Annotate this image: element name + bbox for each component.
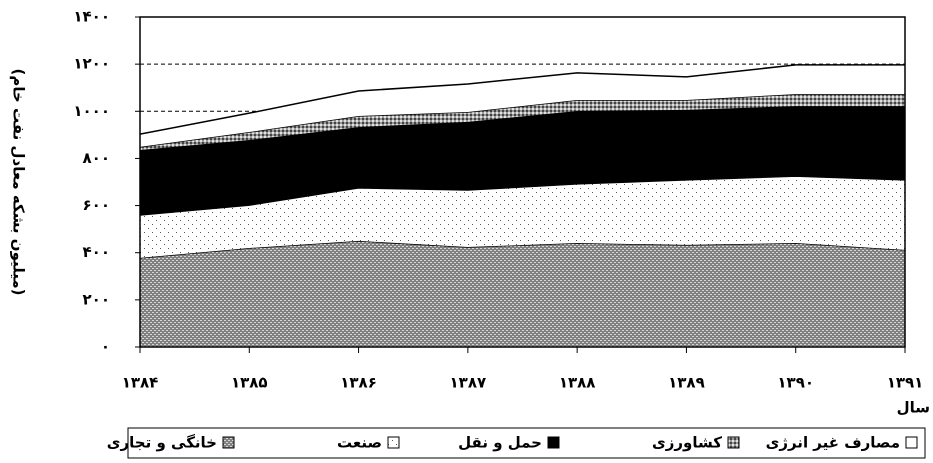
y-tick-label: ۲۰۰ [83, 290, 110, 308]
x-tick-label: ۱۳۸۹ [668, 374, 705, 392]
legend-label: مصارف غیر انرژی [766, 434, 900, 452]
x-tick-label: ۱۳۸۶ [340, 374, 377, 392]
area [140, 240, 905, 347]
legend-swatch [905, 436, 918, 449]
y-axis-label: (میلیون بشکه معادل نفت خام) [10, 68, 28, 295]
plot-frame [139, 16, 906, 348]
legend-label: حمل و نقل [458, 434, 542, 452]
x-tick-label: ۱۳۸۷ [450, 374, 487, 392]
y-tick-label: ۱۰۰۰ [73, 102, 110, 120]
legend-swatch [222, 436, 235, 449]
x-tick-label: ۱۳۹۰ [777, 374, 814, 392]
y-tick-label: ۱۴۰۰ [73, 8, 110, 26]
y-tick-label: ۱۲۰۰ [73, 55, 110, 73]
legend-swatch [547, 436, 560, 449]
area [140, 94, 905, 150]
x-tick-label: ۱۳۹۱ [887, 374, 924, 392]
area [140, 176, 905, 258]
area [140, 64, 905, 147]
legend-label: خانگی و تجاری [107, 434, 217, 452]
legend-box [127, 427, 926, 459]
y-tick-label: ۶۰۰ [83, 196, 110, 214]
legend-swatch [727, 436, 740, 449]
x-tick-label: ۱۳۸۵ [231, 374, 268, 392]
x-tick-label: ۱۳۸۸ [559, 374, 596, 392]
y-tick-label: ۴۰۰ [83, 243, 110, 261]
y-tick-label: ۰ [101, 338, 110, 356]
legend-swatch [387, 436, 400, 449]
y-tick-label: ۸۰۰ [83, 149, 110, 167]
area [140, 106, 905, 215]
x-tick-label: ۱۳۸۴ [122, 374, 159, 392]
area-edge [139, 64, 905, 135]
x-axis-label: سال [897, 399, 930, 417]
legend-label: کشاورزی [652, 434, 722, 452]
legend-label: صنعت [337, 434, 382, 452]
